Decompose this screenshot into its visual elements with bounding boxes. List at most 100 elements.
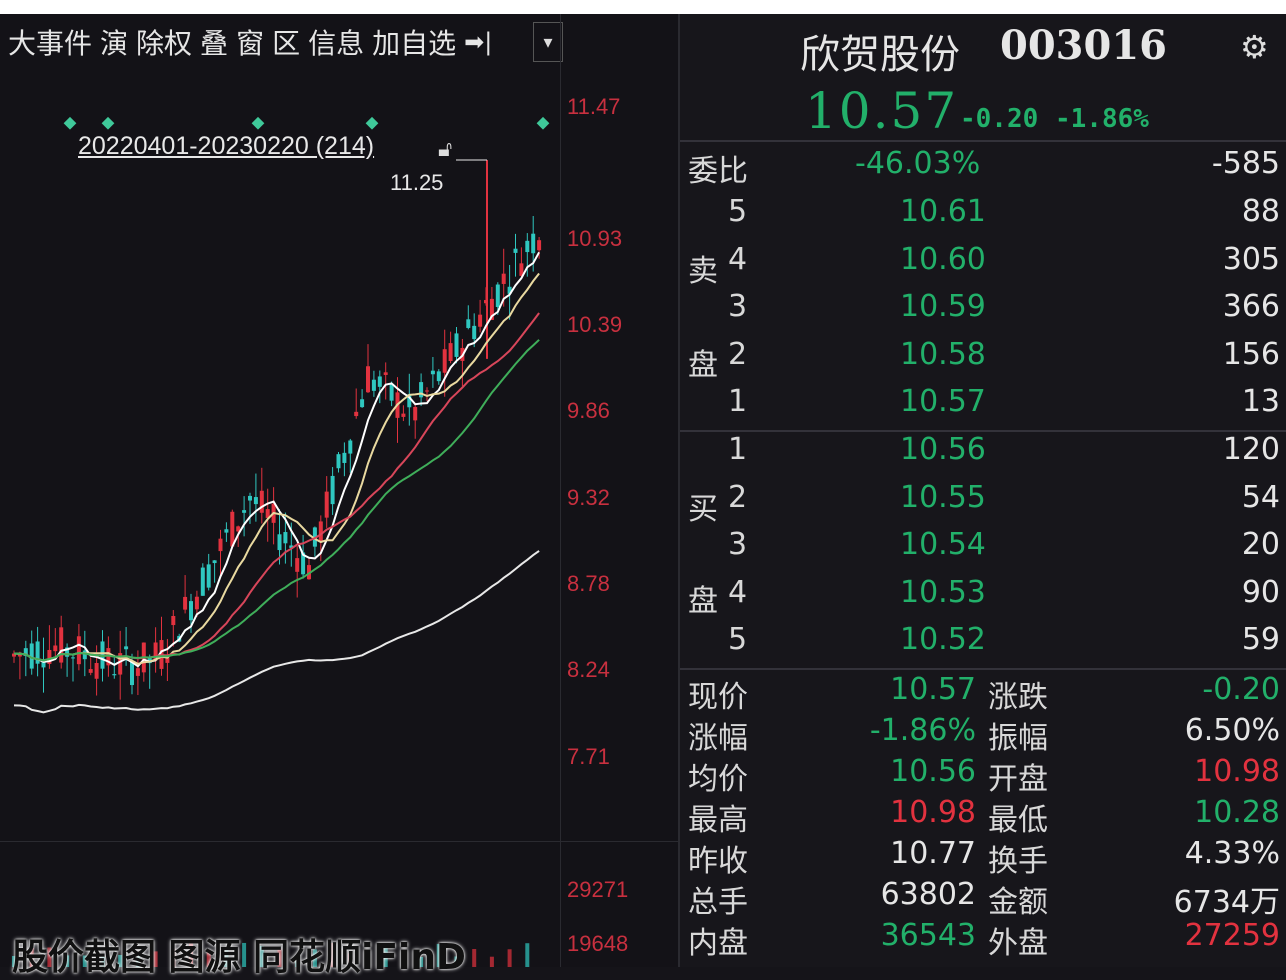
candle-body bbox=[76, 636, 81, 665]
bid-level: 2 bbox=[728, 479, 748, 515]
candle-body bbox=[130, 662, 134, 686]
ma10-line bbox=[13, 272, 540, 665]
stat-value: -0.20 bbox=[1202, 672, 1280, 707]
volume-bar bbox=[153, 951, 158, 967]
toolbar-demo[interactable]: 演 bbox=[100, 27, 129, 60]
sell-label-2: 盘 bbox=[688, 348, 718, 383]
ask-price: 10.58 bbox=[900, 336, 986, 372]
stat-value: -1.86% bbox=[869, 713, 976, 748]
candle-body bbox=[425, 390, 429, 392]
volume-bar bbox=[171, 948, 176, 967]
volume-bar bbox=[330, 942, 335, 967]
toolbar-window[interactable]: 窗 bbox=[236, 27, 265, 60]
candle-body bbox=[324, 491, 329, 518]
toolbar-goto-end-icon[interactable]: ➡| bbox=[464, 28, 493, 56]
candle-body bbox=[354, 411, 359, 417]
candle-body bbox=[501, 273, 506, 284]
ask-level: 3 bbox=[728, 289, 748, 324]
candle-body bbox=[407, 394, 412, 408]
candle-body bbox=[383, 372, 388, 375]
stat-value: 6734万 bbox=[1173, 885, 1280, 920]
gear-icon[interactable]: ⚙ bbox=[1240, 28, 1269, 66]
ask-row[interactable]: 5 10.61 88 bbox=[680, 194, 1286, 240]
volume-bar bbox=[242, 942, 247, 967]
price-change-pct: -1.86% bbox=[1055, 104, 1149, 134]
bid-row[interactable]: 2 10.55 54 bbox=[680, 480, 1286, 526]
candle-body bbox=[65, 647, 70, 657]
toolbar-events[interactable]: 大事件 bbox=[8, 27, 93, 60]
event-marker[interactable] bbox=[251, 116, 265, 130]
bid-row[interactable]: 5 10.52 59 bbox=[680, 622, 1286, 668]
price-tick: 9.86 bbox=[567, 398, 610, 423]
price-tick: 8.24 bbox=[567, 657, 610, 682]
bid-row[interactable]: 4 10.53 90 bbox=[680, 575, 1286, 621]
stat-value: 6.50% bbox=[1184, 713, 1280, 748]
image-caption: 股价截图 图源 同花顺iFinD bbox=[12, 937, 466, 978]
ask-volume: 13 bbox=[1241, 384, 1280, 419]
ask-price: 10.60 bbox=[900, 241, 986, 277]
separator bbox=[680, 430, 1286, 432]
ask-row[interactable]: 1 10.57 13 bbox=[680, 384, 1286, 430]
volume-bar bbox=[206, 950, 211, 967]
kline-svg bbox=[12, 116, 550, 967]
bid-volume: 90 bbox=[1241, 574, 1280, 610]
volume-bar bbox=[489, 956, 494, 967]
stat-label: 最低 bbox=[988, 803, 1048, 838]
weibi-pct: -46.03% bbox=[855, 146, 981, 181]
event-marker[interactable] bbox=[365, 116, 379, 130]
toolbar-dropdown-icon[interactable]: ▾ bbox=[533, 22, 563, 62]
toolbar-add-watchlist[interactable]: 加自选 bbox=[372, 27, 457, 60]
event-marker[interactable] bbox=[536, 116, 550, 130]
stat-label: 昨收 bbox=[688, 844, 748, 879]
bid-row[interactable]: 3 10.54 20 bbox=[680, 527, 1286, 573]
stat-label: 金额 bbox=[988, 885, 1048, 920]
volume-divider bbox=[0, 841, 680, 842]
ask-level: 4 bbox=[728, 241, 748, 277]
buy-label-1: 买 bbox=[688, 492, 718, 527]
price-tick: 10.39 bbox=[567, 312, 623, 337]
ask-row[interactable]: 2 10.58 156 bbox=[680, 337, 1286, 383]
candle-body bbox=[430, 370, 435, 375]
toolbar-range[interactable]: 区 bbox=[272, 27, 301, 60]
toolbar-exright[interactable]: 除权 bbox=[136, 27, 193, 60]
volume-bar bbox=[65, 955, 70, 967]
candle-body bbox=[448, 343, 453, 361]
candle-body bbox=[242, 510, 247, 513]
event-marker[interactable] bbox=[63, 116, 77, 130]
event-marker[interactable] bbox=[101, 116, 115, 130]
volume-bar bbox=[100, 954, 105, 967]
bid-row[interactable]: 1 10.56 120 bbox=[680, 432, 1286, 478]
stat-value: 10.98 bbox=[890, 795, 976, 830]
volume-bar bbox=[383, 943, 388, 967]
ask-volume: 305 bbox=[1222, 241, 1280, 277]
volume-bar bbox=[82, 955, 87, 967]
ask-price: 10.61 bbox=[900, 194, 986, 229]
ask-row[interactable]: 4 10.60 305 bbox=[680, 242, 1286, 288]
date-range-label[interactable]: 20220401-20230220 (214) bbox=[78, 132, 375, 160]
volume-tick: 29271 bbox=[567, 877, 629, 902]
stat-value: 10.57 bbox=[890, 672, 976, 707]
ask-row[interactable]: 3 10.59 366 bbox=[680, 289, 1286, 335]
stat-label: 开盘 bbox=[988, 762, 1048, 797]
candle-body bbox=[171, 616, 176, 626]
weibi-row: 委比 -46.03% -585 bbox=[680, 146, 1286, 192]
volume-bar bbox=[507, 949, 512, 967]
candle-body bbox=[206, 564, 211, 588]
lock-icon[interactable]: 🔓︎ bbox=[438, 137, 453, 162]
candle-body bbox=[135, 668, 140, 676]
stat-value: 27259 bbox=[1184, 918, 1280, 953]
separator bbox=[680, 668, 1286, 670]
price-tick: 10.93 bbox=[567, 226, 623, 251]
ask-price: 10.59 bbox=[900, 289, 986, 324]
candle-body bbox=[29, 643, 34, 669]
candle-body bbox=[23, 648, 28, 656]
stat-label: 现价 bbox=[688, 680, 748, 715]
toolbar-info[interactable]: 信息 bbox=[308, 27, 365, 60]
kline-chart-area[interactable] bbox=[0, 14, 680, 967]
candle-body bbox=[301, 552, 306, 575]
volume-bar bbox=[454, 956, 459, 967]
toolbar-overlay[interactable]: 叠 bbox=[200, 27, 229, 60]
ask-price: 10.57 bbox=[900, 384, 986, 419]
high-price-marker: 11.25 bbox=[390, 170, 444, 195]
bid-price: 10.54 bbox=[900, 527, 986, 562]
